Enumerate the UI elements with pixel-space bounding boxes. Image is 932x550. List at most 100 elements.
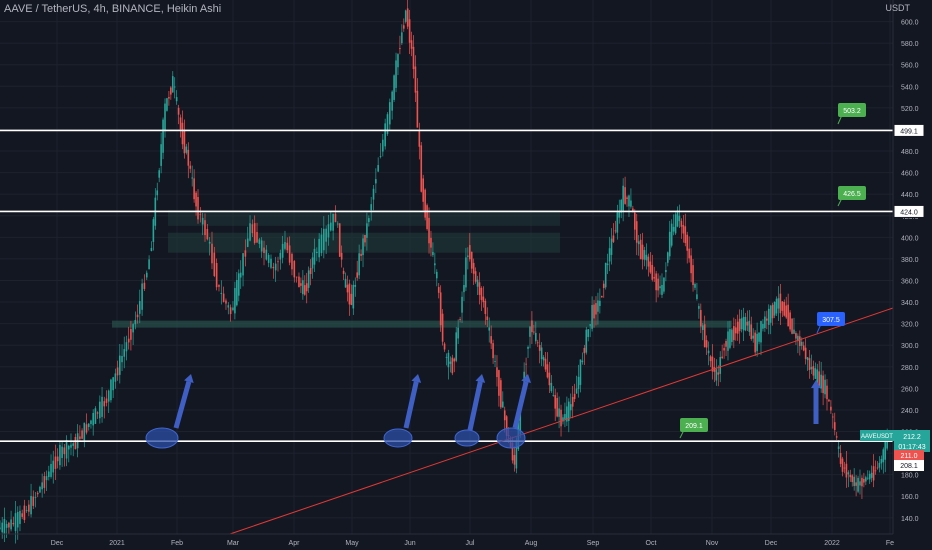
price-tick-label: 180.0 [901, 473, 919, 480]
candle-body [808, 358, 811, 371]
candle-body [556, 398, 558, 417]
candle-body [132, 324, 134, 333]
candle-body [511, 443, 514, 461]
candle-body [14, 513, 17, 531]
candle-body [478, 282, 481, 295]
candle-body [189, 165, 192, 169]
candle-body [837, 446, 840, 449]
candle-body [606, 263, 609, 266]
candle-body [859, 481, 861, 486]
candle-body [10, 519, 12, 530]
candle-body [404, 10, 407, 22]
candle-body [818, 371, 821, 387]
candle-body [863, 478, 865, 483]
level-price-tag [893, 204, 925, 218]
candle-body [150, 247, 153, 251]
candle-body [799, 336, 801, 347]
candle-body [213, 252, 216, 276]
candle-body [653, 277, 656, 279]
last-price-tag [894, 430, 930, 452]
candle-body [733, 326, 735, 341]
candle-body [734, 327, 737, 334]
candle-body [488, 327, 491, 331]
candle-body [490, 336, 492, 344]
symbol-tag [860, 430, 894, 441]
candle-body [63, 447, 66, 455]
candle-body [535, 332, 537, 342]
candle-body [81, 430, 83, 439]
candle-body [101, 396, 103, 417]
trend-line[interactable] [229, 307, 894, 535]
candle-body [424, 189, 426, 218]
time-tick-label: May [345, 540, 359, 547]
candle-body [694, 283, 696, 288]
candle-body [876, 467, 879, 469]
candle-body [531, 320, 533, 333]
candle-body [872, 466, 875, 481]
candle-body [474, 271, 477, 282]
candle-body [389, 102, 391, 125]
candle-body [348, 283, 351, 305]
candle-body [112, 377, 114, 391]
candle-body [199, 214, 202, 216]
candle-body [130, 329, 132, 340]
candle-body [816, 369, 819, 383]
candle-body [620, 199, 623, 213]
candle-body [670, 223, 673, 246]
time-axis[interactable]: Dec 2021 Feb Mar Apr May Jun Jul Aug Sep Oct Nov Dec… [0, 533, 894, 547]
candle-body [195, 192, 197, 207]
candle-body [346, 284, 349, 293]
candle-body [729, 329, 731, 348]
symbol-tag-text: AAVEUSDT [861, 434, 893, 440]
price-tick-label: 300.0 [901, 343, 919, 350]
candle-body [119, 355, 121, 375]
candle-body [50, 463, 52, 477]
candle-body [110, 379, 112, 401]
candle-body [459, 319, 461, 321]
candle-body [851, 475, 854, 483]
candle-body [853, 476, 855, 487]
candle-body [300, 283, 302, 286]
candle-body [305, 283, 308, 292]
time-tick-label: Dec [51, 540, 64, 547]
candle-body [206, 228, 209, 240]
candle-body [175, 97, 178, 102]
candle-body [237, 273, 240, 296]
candle-body [211, 243, 213, 264]
time-tick-label: Jul [466, 540, 475, 547]
candle-body [191, 177, 193, 179]
candle-body [92, 412, 94, 426]
candle-body [480, 287, 483, 300]
candle-body [244, 250, 247, 257]
candle-body [513, 455, 516, 465]
candle-body [564, 414, 566, 420]
candle-body [698, 306, 700, 309]
candle-body [457, 327, 459, 339]
annotations[interactable]: 503.2 426.5 307.5 209.1 [145, 103, 866, 449]
candle-body [744, 316, 747, 331]
candle-body [795, 333, 797, 339]
candle-body [723, 348, 725, 351]
level-price-text: 499.1 [900, 128, 918, 135]
candle-body [430, 237, 432, 248]
candle-body [227, 305, 230, 308]
candle-body [375, 179, 377, 184]
candle-body [861, 477, 863, 487]
candle-body [1, 522, 4, 533]
candle-body [544, 358, 547, 370]
highlight-ellipse [496, 427, 526, 449]
candle-body [368, 218, 370, 223]
price-tick-label: 340.0 [901, 300, 919, 307]
candle-body [736, 321, 739, 334]
callout-label: 307.5 [822, 317, 840, 324]
candle-body [569, 404, 572, 411]
candle-body [684, 226, 687, 244]
candle-body [291, 253, 293, 270]
candle-body [841, 458, 844, 472]
candle-body [585, 329, 588, 353]
candle-body [752, 335, 755, 339]
candle-body [614, 230, 617, 232]
candle-body [360, 253, 362, 256]
candle-body [616, 212, 619, 233]
